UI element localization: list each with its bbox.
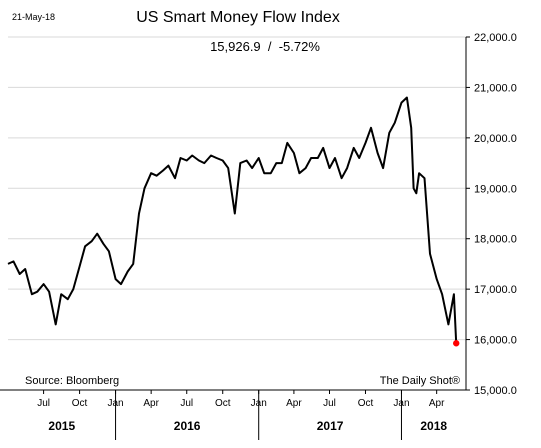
series-line (7, 96, 458, 344)
source-note: Source: Bloomberg (25, 375, 119, 387)
x-tick-label: Jan (251, 398, 267, 409)
y-axis: 15,000.0 16,000.0 17,000.0 18,000.0 19,000.0… (466, 32, 517, 397)
x-tick-label: Apr (143, 398, 159, 409)
last-point-marker (453, 340, 460, 347)
chart-title: US Smart Money Flow Index (136, 9, 340, 26)
y-tick-label: 17,000.0 (474, 284, 517, 296)
credit-note: The Daily Shot® (380, 375, 460, 387)
year-label: 2015 (48, 419, 75, 433)
plot-frame (0, 37, 467, 391)
y-tick-label: 19,000.0 (474, 183, 517, 195)
chart-subtitle: 15,926.9 / -5.72% (210, 39, 320, 54)
y-tick-label: 18,000.0 (474, 234, 517, 246)
y-tick-label: 21,000.0 (474, 82, 517, 94)
year-label: 2016 (174, 419, 201, 433)
date-label: 21-May-18 (12, 12, 55, 22)
y-tick-label: 15,000.0 (474, 385, 517, 397)
x-tick-label: Oct (215, 398, 231, 409)
year-label: 2017 (317, 419, 344, 433)
year-dividers (115, 390, 402, 440)
x-tick-label: Apr (286, 398, 302, 409)
series-group (7, 96, 460, 347)
y-tick-label: 16,000.0 (474, 335, 517, 347)
x-tick-label: Jul (323, 398, 336, 409)
x-tick-label: Oct (72, 398, 88, 409)
year-axis: 2015 2016 2017 2018 (48, 419, 447, 433)
y-tick-label: 22,000.0 (474, 32, 517, 44)
gridlines (8, 36, 466, 341)
y-tick-label: 20,000.0 (474, 133, 517, 145)
x-tick-label: Jul (180, 398, 193, 409)
x-tick-label: Jan (393, 398, 409, 409)
x-tick-label: Jan (107, 398, 123, 409)
x-axis: Jul Oct Jan Apr Jul Oct Jan Apr Jul Oct Jan Apr (37, 390, 445, 409)
x-tick-label: Oct (358, 398, 374, 409)
x-tick-label: Apr (429, 398, 445, 409)
year-label: 2018 (420, 419, 447, 433)
x-tick-label: Jul (37, 398, 50, 409)
